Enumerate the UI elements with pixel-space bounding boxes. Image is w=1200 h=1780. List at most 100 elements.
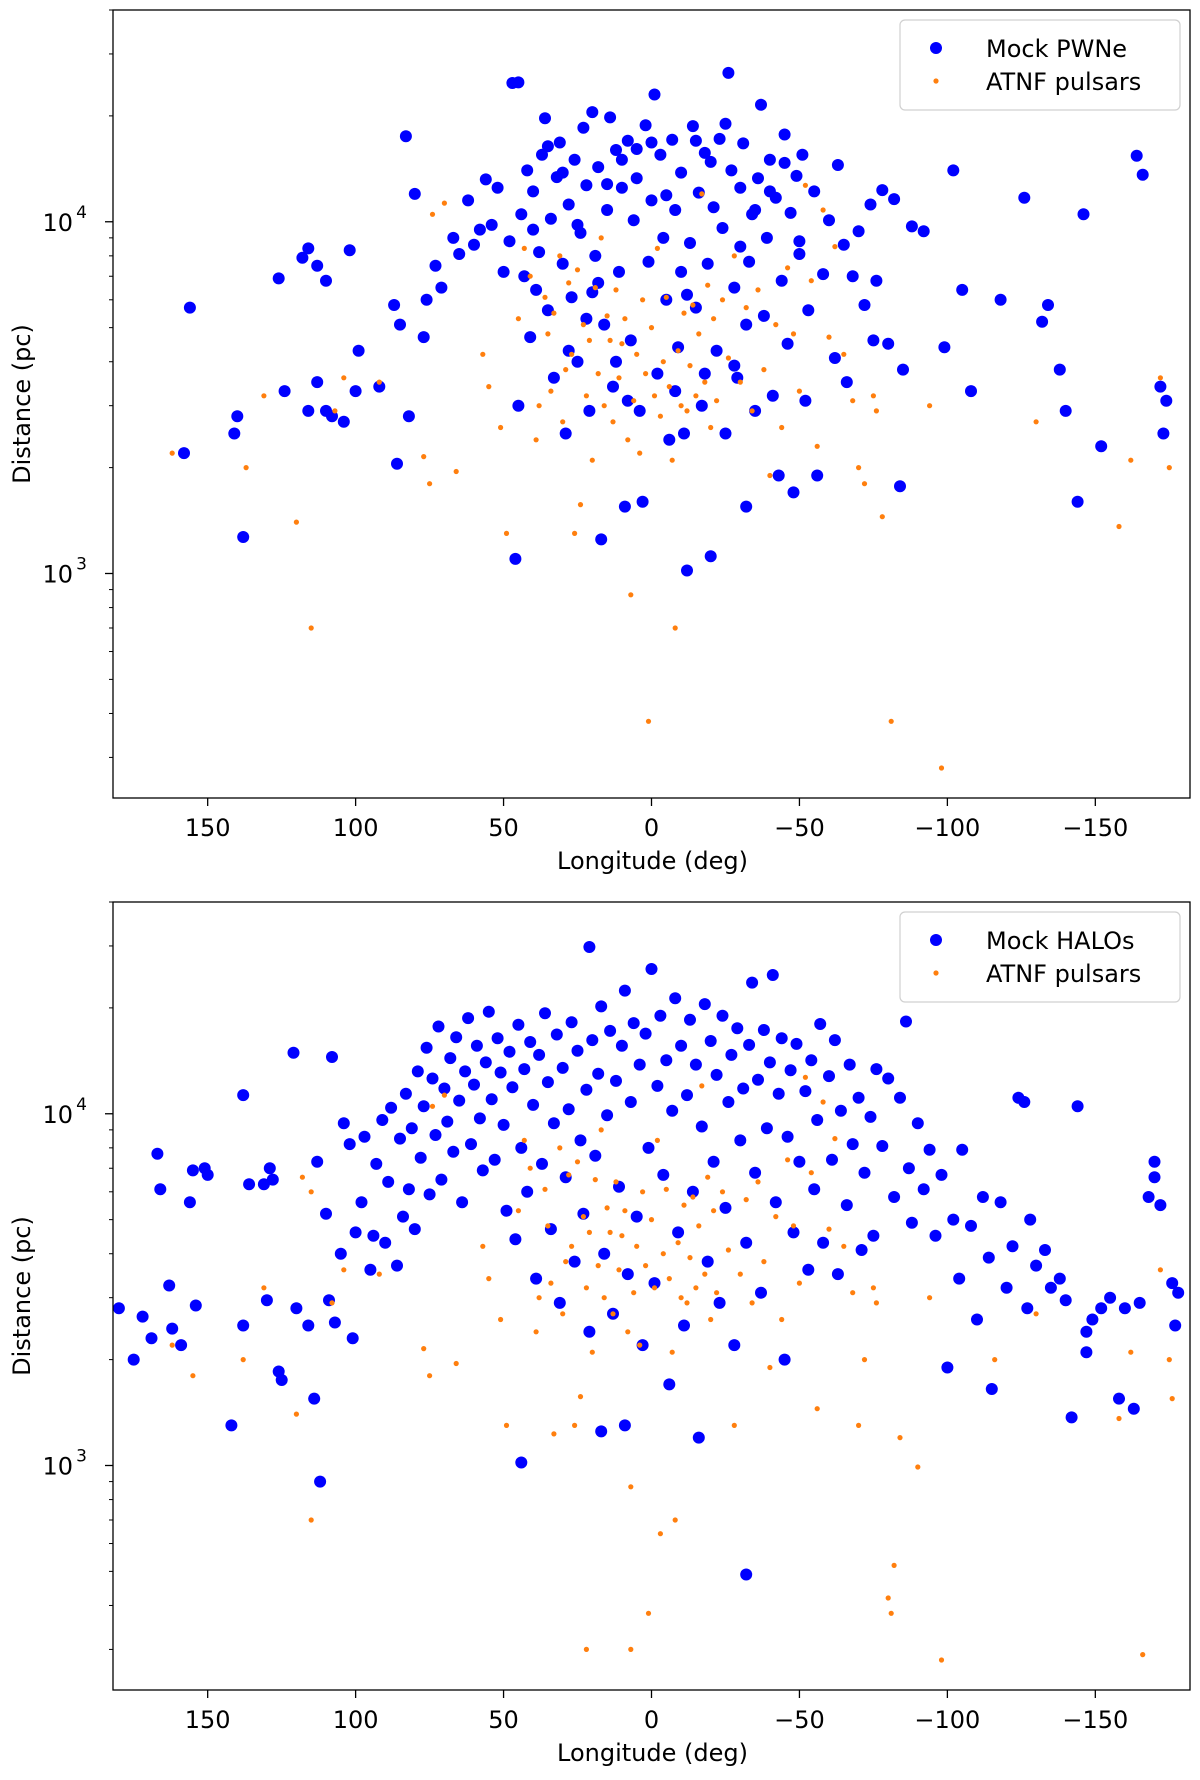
mock-source-point — [663, 433, 676, 446]
y-tick-label: 10 — [42, 209, 73, 237]
mock-source-point — [201, 1168, 214, 1181]
mock-source-point — [1024, 1213, 1037, 1226]
mock-source-point — [894, 1091, 906, 1104]
mock-source-point — [755, 1286, 767, 1299]
mock-source-point — [311, 259, 324, 272]
mock-source-point — [740, 1236, 753, 1249]
mock-source-point — [828, 352, 841, 364]
mock-source-point — [793, 248, 806, 260]
mock-source-point — [763, 153, 776, 166]
pulsar-point — [293, 1411, 299, 1417]
mock-source-point — [763, 185, 776, 198]
pulsar-point — [657, 1531, 664, 1537]
pulsar-point — [592, 285, 598, 291]
mock-source-point — [1000, 1281, 1013, 1294]
pulsar-series — [169, 182, 1172, 771]
pulsar-point — [607, 1229, 613, 1235]
mock-source-point — [586, 1034, 599, 1047]
mock-source-point — [518, 1063, 531, 1076]
pulsar-point — [705, 1174, 711, 1180]
mock-source-point — [601, 178, 614, 191]
pulsar-point — [610, 419, 616, 425]
mock-source-series — [178, 66, 1173, 577]
mock-source-point — [1030, 1259, 1043, 1272]
pulsar-point — [841, 1243, 847, 1249]
pulsar-point — [574, 267, 581, 273]
mock-source-point — [470, 1039, 483, 1052]
mock-source-point — [953, 1272, 966, 1285]
mock-source-point — [985, 1383, 998, 1395]
pulsar-point — [802, 1074, 809, 1080]
pulsar-point — [885, 1595, 891, 1601]
pulsar-point — [826, 1226, 832, 1232]
pulsar-point — [441, 1092, 447, 1098]
pulsar-point — [613, 1179, 619, 1185]
pulsar-point — [814, 1406, 820, 1412]
pulsar-point — [580, 322, 587, 328]
pulsar-point — [737, 1271, 743, 1277]
mock-source-point — [639, 1027, 652, 1040]
pulsar-point — [515, 316, 522, 322]
mock-source-point — [740, 318, 753, 331]
pulsar-point — [708, 424, 714, 431]
mock-source-point — [479, 173, 492, 186]
pulsar-point — [790, 331, 797, 337]
mock-source-point — [553, 1296, 566, 1309]
pulsar-point — [631, 398, 637, 404]
mock-source-point — [858, 299, 871, 311]
legend: Mock HALOs ATNF pulsars — [899, 911, 1181, 1003]
pulsar-point — [480, 1243, 486, 1249]
mock-source-point — [621, 394, 634, 407]
mock-source-point — [630, 1210, 643, 1223]
mock-source-point — [314, 1475, 327, 1488]
pulsar-point — [755, 287, 761, 293]
pulsar-point — [850, 1290, 856, 1296]
pulsar-point — [572, 1422, 578, 1428]
mock-source-point — [189, 1299, 202, 1312]
mock-source-point — [624, 1096, 637, 1108]
mock-source-point — [183, 301, 196, 314]
mock-source-point — [485, 1093, 498, 1106]
mock-source-point — [456, 1196, 469, 1209]
mock-source-point — [503, 1045, 516, 1058]
pulsar-point — [879, 514, 885, 520]
mock-source-point — [684, 237, 696, 249]
mock-source-point — [645, 963, 658, 975]
pulsar-point — [601, 1295, 607, 1301]
pulsar-point — [657, 413, 664, 419]
pulsar-point — [577, 502, 584, 508]
mock-source-point — [636, 495, 649, 508]
mock-source-point — [429, 259, 442, 272]
pulsar-point — [637, 450, 643, 456]
mock-source-point — [571, 355, 584, 368]
mock-source-point — [539, 112, 551, 125]
pulsar-point — [790, 1223, 797, 1229]
pulsar-point — [299, 1174, 305, 1180]
mock-source-point — [414, 1151, 427, 1164]
mock-source-point — [459, 1065, 472, 1078]
pulsar-point — [557, 1145, 563, 1151]
mock-source-point — [568, 153, 581, 166]
mock-source-point — [328, 1316, 341, 1329]
mock-source-point — [710, 344, 723, 357]
pulsar-point — [856, 1422, 862, 1428]
mock-source-point — [669, 992, 682, 1005]
mock-source-point — [1042, 299, 1054, 311]
mock-source-point — [722, 1096, 735, 1108]
pulsar-point — [533, 1329, 539, 1335]
pulsar-point — [589, 1349, 595, 1355]
mock-source-point — [524, 1036, 537, 1048]
mock-source-point — [678, 427, 690, 440]
mock-source-point — [947, 164, 960, 177]
pulsar-point — [480, 351, 486, 357]
mock-source-point — [571, 1044, 584, 1057]
mock-source-point — [231, 410, 244, 423]
mock-source-point — [278, 385, 291, 398]
mock-source-point — [311, 1155, 324, 1168]
mock-source-point — [784, 206, 797, 219]
pulsar-point — [1128, 1349, 1134, 1355]
pulsar-point — [915, 1464, 921, 1470]
legend-label: ATNF pulsars — [986, 960, 1141, 988]
mock-source-point — [686, 120, 699, 133]
